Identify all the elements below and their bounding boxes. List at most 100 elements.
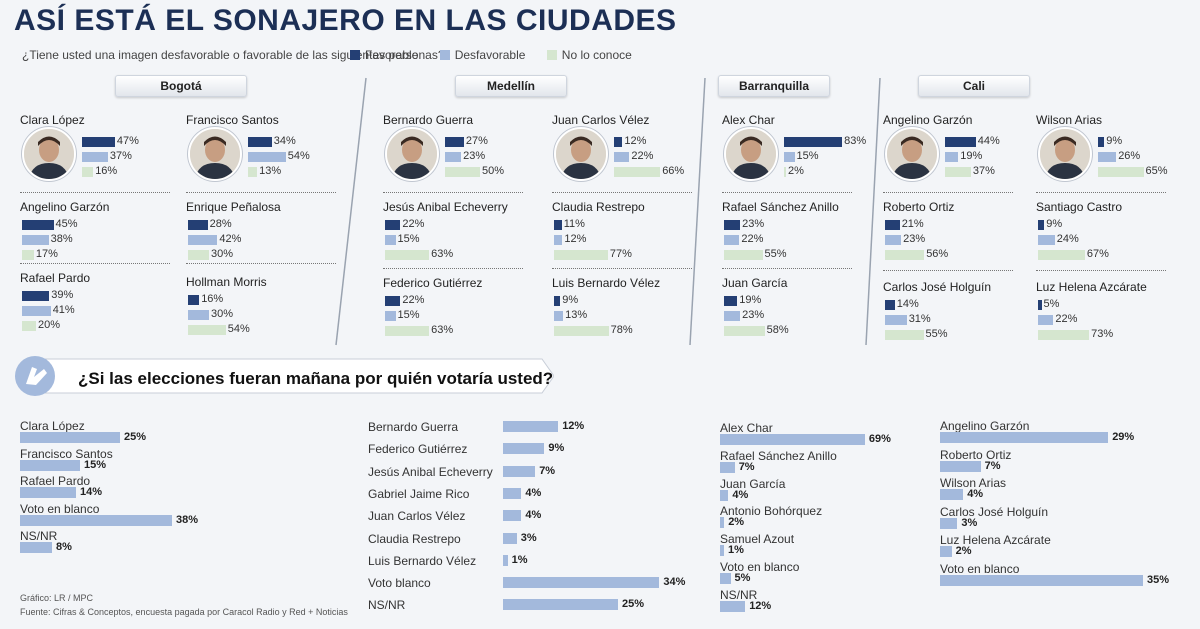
bar-desfavorable: [945, 152, 959, 162]
bar-value-label: 63%: [431, 248, 454, 260]
bar-value-label: 34%: [273, 135, 296, 147]
dotted-separator: [552, 192, 692, 193]
vote-value-label: 25%: [124, 431, 147, 443]
bar-value-label: 23%: [742, 218, 765, 230]
bar-desfavorable: [248, 152, 286, 162]
bar-favorable: [1098, 137, 1105, 147]
vote-value-label: 12%: [562, 420, 585, 432]
vote-bar: [720, 517, 725, 529]
bar-no-lo-conoce: [1038, 250, 1085, 260]
dotted-separator: [883, 270, 1013, 271]
vote-candidate-name: Bernardo Guerra: [368, 420, 459, 434]
bar-value-label: 17%: [35, 248, 58, 260]
bar-desfavorable: [1098, 152, 1117, 162]
bar-favorable: [614, 137, 623, 147]
bar-value-label: 19%: [960, 150, 983, 162]
vote-value-label: 3%: [961, 516, 978, 529]
vote-value-label: 4%: [967, 488, 984, 501]
vote-bar: [720, 461, 735, 473]
vote-value-label: 4%: [732, 488, 749, 501]
vote-candidate-name: Clara López: [20, 419, 85, 433]
bar-favorable: [82, 137, 115, 147]
bar-value-label: 26%: [1118, 150, 1141, 162]
bar-value-label: 9%: [1046, 218, 1063, 230]
person-photo-icon: [188, 127, 242, 181]
bar-value-label: 63%: [431, 324, 454, 336]
vote-bar: [940, 489, 964, 501]
vote-candidate-name: NS/NR: [368, 598, 406, 613]
person-name: Angelino Garzón: [20, 200, 110, 214]
bar-no-lo-conoce: [885, 330, 924, 340]
bar-value-label: 42%: [219, 233, 242, 245]
vote-value-label: 15%: [84, 458, 107, 471]
bar-desfavorable: [554, 311, 564, 321]
bar-value-label: 15%: [397, 233, 420, 245]
vote-bar: [720, 434, 865, 445]
bar-favorable: [885, 220, 900, 230]
vote-bar: [503, 532, 517, 544]
vote-candidate-name: Gabriel Jaime Rico: [368, 486, 470, 501]
bar-value-label: 19%: [739, 294, 762, 306]
bar-value-label: 22%: [402, 294, 425, 306]
vote-bar: [720, 573, 731, 584]
city-tab-3: Cali: [918, 75, 1030, 97]
bar-desfavorable: [885, 315, 907, 325]
bar-value-label: 47%: [116, 135, 139, 147]
person-name: Rafael Pardo: [20, 271, 91, 285]
vote-bar: [503, 599, 618, 611]
dotted-separator: [1036, 270, 1166, 271]
bar-no-lo-conoce: [784, 167, 786, 177]
vote-bar: [940, 460, 981, 472]
vote-candidate-name: Voto en blanco: [940, 562, 1020, 576]
dotted-separator: [186, 192, 336, 193]
vote-bar: [720, 600, 746, 612]
dotted-separator: [383, 192, 523, 193]
vote-value-label: 4%: [525, 509, 542, 522]
bar-value-label: 30%: [211, 248, 234, 260]
bar-value-label: 13%: [565, 309, 588, 321]
bar-favorable: [784, 137, 843, 147]
dotted-separator: [186, 263, 336, 264]
vote-bar: [720, 545, 724, 557]
bar-desfavorable: [445, 152, 462, 162]
person-name: Rafael Sánchez Anillo: [722, 200, 839, 214]
person-name: Angelino Garzón: [883, 113, 973, 127]
bar-value-label: 78%: [610, 324, 633, 336]
legend-label: Desfavorable: [454, 48, 526, 62]
bar-favorable: [724, 296, 738, 306]
bar-value-label: 16%: [95, 165, 118, 177]
dotted-separator: [722, 192, 852, 193]
bar-desfavorable: [554, 235, 563, 245]
bar-favorable: [1038, 220, 1045, 230]
vote-value-label: 69%: [868, 433, 891, 445]
vote-candidate-name: Federico Gutiérrez: [368, 442, 468, 457]
person-photo-icon: [554, 127, 608, 181]
bar-desfavorable: [22, 306, 51, 316]
bar-value-label: 22%: [402, 218, 425, 230]
vote-bar: [720, 489, 729, 501]
vote-value-label: 35%: [1147, 574, 1170, 586]
bar-value-label: 83%: [844, 135, 867, 147]
bar-no-lo-conoce: [82, 167, 94, 177]
vote-value-label: 7%: [984, 459, 1001, 472]
bar-value-label: 27%: [465, 135, 488, 147]
vote-value-label: 5%: [734, 572, 751, 584]
city-tab-1: Medellín: [455, 75, 567, 97]
vote-bar: [20, 514, 172, 526]
vote-bar: [20, 459, 80, 471]
person-name: Jesús Anibal Echeverry: [383, 200, 508, 214]
vote-candidate-name: Carlos José Holguín: [940, 504, 1049, 519]
vote-value-label: 7%: [738, 460, 755, 473]
bar-no-lo-conoce: [188, 250, 209, 260]
bar-value-label: 55%: [925, 328, 948, 340]
person-name: Francisco Santos: [186, 113, 279, 127]
dotted-separator: [20, 263, 170, 264]
bar-value-label: 13%: [259, 165, 282, 177]
legend-label: No lo conoce: [561, 48, 632, 62]
vote-candidate-name: Luz Helena Azcárate: [940, 533, 1051, 548]
bar-favorable: [385, 220, 401, 230]
city-tab-0: Bogotá: [115, 75, 247, 97]
bar-no-lo-conoce: [945, 167, 971, 177]
bar-desfavorable: [188, 235, 218, 245]
vote-value-label: 2%: [728, 516, 745, 529]
